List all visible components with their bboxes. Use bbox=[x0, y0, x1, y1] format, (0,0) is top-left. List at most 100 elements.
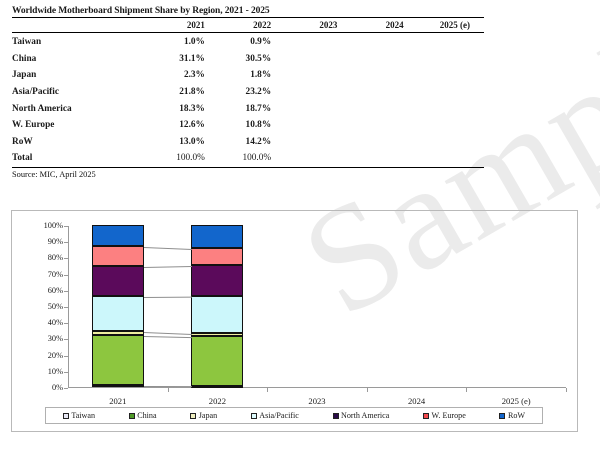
legend-item[interactable]: Japan bbox=[190, 411, 217, 420]
y-tick-label: 50% bbox=[47, 302, 63, 311]
bar-stack[interactable] bbox=[91, 224, 144, 388]
column-header-2024: 2024 bbox=[385, 20, 404, 30]
bar-segment[interactable] bbox=[191, 265, 244, 296]
plot-area: 0% 10% 20% 30% 40% 50% 60% 70% 80% 90% 100% 2021 20… bbox=[44, 221, 567, 406]
cell-total-2022: 100.0% bbox=[242, 153, 272, 164]
legend-swatch-icon bbox=[62, 412, 69, 419]
row-label-asia-pacific: Asia/Pacific bbox=[12, 87, 59, 98]
y-axis-line bbox=[68, 226, 69, 388]
x-tick bbox=[566, 388, 567, 392]
cell-north-america-2021: 18.3% bbox=[179, 103, 205, 114]
cell-asia-pacific-2021: 21.8% bbox=[179, 87, 205, 98]
legend-label: RoW bbox=[507, 411, 526, 420]
y-tick bbox=[64, 307, 68, 308]
cell-w-europe-2024 bbox=[351, 117, 417, 134]
legend-item[interactable]: Asia/Pacific bbox=[250, 411, 299, 420]
cell-taiwan-2024 bbox=[351, 34, 417, 51]
legend-item[interactable]: W. Europe bbox=[423, 411, 466, 420]
bar-segment[interactable] bbox=[91, 295, 144, 332]
legend-label: North America bbox=[341, 411, 390, 420]
table-header-row: 2021 2022 2023 2024 2025 (e) bbox=[12, 19, 484, 33]
x-tick-label: 2025 (e) bbox=[501, 396, 531, 406]
cell-total-2025e bbox=[418, 150, 484, 167]
y-tick bbox=[64, 388, 68, 389]
bar-segment[interactable] bbox=[191, 385, 244, 388]
bar-stack[interactable] bbox=[191, 224, 244, 388]
cell-total-2024 bbox=[351, 150, 417, 167]
table-rule-header bbox=[12, 32, 484, 34]
cell-north-america-2023 bbox=[285, 100, 351, 117]
bar-segment[interactable] bbox=[91, 224, 144, 246]
column-header-2025e: 2025 (e) bbox=[439, 20, 470, 30]
series-connector-line bbox=[143, 266, 192, 269]
y-tick-label: 30% bbox=[47, 334, 63, 344]
cell-row-2022: 14.2% bbox=[245, 136, 272, 147]
y-tick bbox=[64, 339, 68, 341]
x-tick bbox=[366, 388, 368, 392]
x-tick-label: 2024 bbox=[408, 396, 426, 406]
y-tick-label: 20% bbox=[47, 350, 63, 360]
row-label-north-america: North America bbox=[12, 103, 72, 114]
cell-taiwan-2021: 1.0% bbox=[183, 37, 205, 48]
bar-segment[interactable] bbox=[91, 385, 144, 388]
legend-swatch-icon bbox=[250, 412, 257, 419]
bar-segment[interactable] bbox=[191, 333, 244, 337]
y-tick bbox=[64, 242, 68, 244]
table-row: China 31.1% 30.5% bbox=[12, 51, 484, 68]
bar-segment[interactable] bbox=[91, 245, 144, 267]
legend-label: China bbox=[137, 411, 157, 420]
cell-asia-pacific-2022: 23.2% bbox=[245, 87, 272, 98]
bar-segment[interactable] bbox=[91, 334, 144, 386]
y-tick-label: 60% bbox=[47, 285, 63, 295]
bar-segment[interactable] bbox=[191, 247, 244, 266]
cell-w-europe-2022: 10.8% bbox=[245, 120, 272, 131]
cell-north-america-2024 bbox=[351, 100, 417, 117]
cell-row-2023 bbox=[285, 134, 351, 151]
cell-w-europe-2025e bbox=[418, 117, 484, 134]
y-tick-label: 80% bbox=[47, 253, 63, 263]
legend-label: Taiwan bbox=[71, 411, 96, 420]
y-tick bbox=[64, 226, 68, 227]
chart-legend: Taiwan China Japan Asia/Pacific North Americ… bbox=[45, 407, 543, 424]
legend-item[interactable]: North America bbox=[332, 411, 390, 420]
cell-china-2021: 31.1% bbox=[179, 53, 205, 64]
bar-segment[interactable] bbox=[191, 295, 244, 334]
cell-row-2021: 13.0% bbox=[179, 136, 205, 147]
legend-swatch-icon bbox=[128, 412, 135, 419]
row-label-row: RoW bbox=[12, 136, 33, 147]
y-tick-label: 10% bbox=[47, 366, 63, 376]
cell-japan-2025e bbox=[418, 67, 484, 84]
legend-item[interactable]: RoW bbox=[499, 411, 525, 420]
bar-segment[interactable] bbox=[191, 224, 244, 248]
series-connector-line bbox=[143, 335, 192, 339]
bar-segment[interactable] bbox=[91, 331, 144, 335]
legend-label: Asia/Pacific bbox=[259, 411, 299, 420]
cell-china-2023 bbox=[285, 51, 351, 68]
legend-swatch-icon bbox=[332, 412, 339, 419]
cell-total-2023 bbox=[285, 150, 351, 167]
bar-segment[interactable] bbox=[91, 266, 144, 296]
table-row: North America 18.3% 18.7% bbox=[12, 100, 484, 117]
y-tick bbox=[64, 290, 68, 292]
column-header-2022: 2022 bbox=[253, 20, 272, 30]
legend-item[interactable]: China bbox=[128, 411, 157, 420]
legend-item[interactable]: Taiwan bbox=[62, 411, 96, 420]
cell-taiwan-2025e bbox=[418, 34, 484, 51]
cell-north-america-2022: 18.7% bbox=[245, 103, 272, 114]
y-tick-label: 40% bbox=[47, 318, 63, 328]
legend-swatch-icon bbox=[190, 412, 197, 419]
series-connector-line bbox=[143, 332, 192, 336]
cell-taiwan-2023 bbox=[285, 34, 351, 51]
y-tick bbox=[64, 258, 68, 260]
cell-japan-2024 bbox=[351, 67, 417, 84]
bar-segment[interactable] bbox=[191, 336, 244, 386]
table-row: Taiwan 1.0% 0.9% bbox=[12, 34, 484, 51]
table-rule-bottom bbox=[12, 166, 484, 169]
cell-china-2025e bbox=[418, 51, 484, 68]
row-label-japan: Japan bbox=[12, 70, 37, 81]
cell-row-2025e bbox=[418, 134, 484, 151]
y-tick bbox=[64, 371, 68, 373]
legend-label: Japan bbox=[198, 411, 218, 420]
row-label-total: Total bbox=[12, 153, 33, 164]
table-row: W. Europe 12.6% 10.8% bbox=[12, 117, 484, 134]
